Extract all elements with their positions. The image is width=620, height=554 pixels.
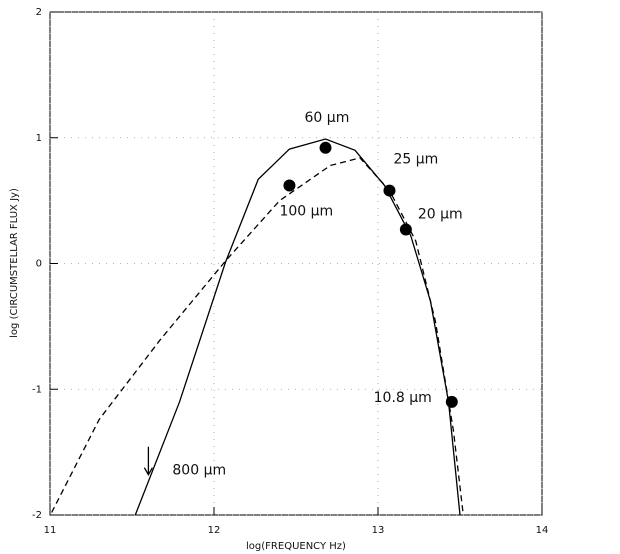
- upper-limit: [143, 446, 153, 477]
- data-point: [319, 141, 332, 154]
- y-tick-label: 2: [36, 7, 42, 18]
- x-tick-label: 11: [44, 525, 57, 536]
- point-label: 60 μm: [305, 110, 350, 126]
- y-tick-label: -1: [32, 384, 42, 395]
- y-tick-label: 0: [36, 259, 42, 270]
- x-tick-label: 12: [208, 525, 221, 536]
- y-tick-label: -2: [32, 510, 42, 521]
- data-point: [283, 179, 296, 192]
- point-label: 25 μm: [393, 152, 438, 168]
- point-label: 10.8 μm: [374, 390, 432, 406]
- data-point: [399, 223, 412, 236]
- x-axis-label: log(FREQUENCY Hz): [246, 541, 346, 552]
- data-point: [383, 184, 396, 197]
- y-tick-label: 1: [36, 133, 42, 144]
- y-axis-label: log (CIRCUMSTELLAR FLUX Jy): [9, 188, 20, 338]
- point-label: 20 μm: [418, 207, 463, 223]
- x-tick-label: 13: [372, 525, 385, 536]
- model-curve: [134, 138, 461, 516]
- x-tick-label: 14: [536, 525, 549, 536]
- data-point: [445, 395, 458, 408]
- point-label: 100 μm: [279, 204, 333, 220]
- point-label: 800 μm: [172, 463, 226, 479]
- model-curve: [51, 157, 464, 516]
